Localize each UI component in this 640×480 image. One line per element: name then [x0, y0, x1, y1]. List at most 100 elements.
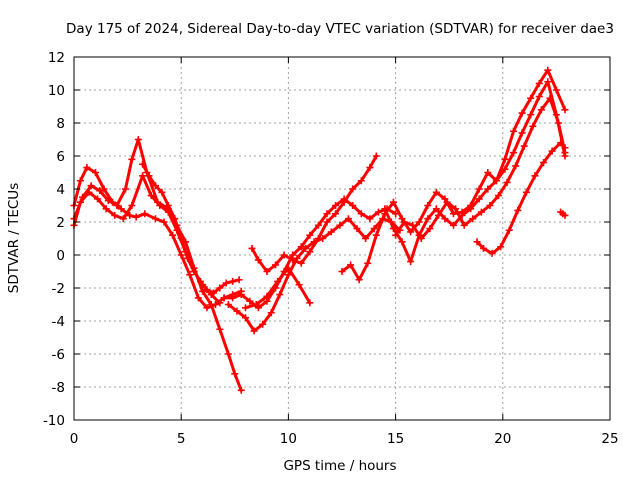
data-point-marker [415, 218, 423, 226]
data-point-marker [417, 235, 425, 242]
data-point-marker [561, 144, 569, 152]
series-trace-12-markers [473, 139, 569, 257]
data-point-marker [147, 192, 155, 200]
y-tick-label: 2 [56, 215, 65, 231]
data-point-marker [535, 93, 543, 101]
data-point-marker [495, 192, 503, 200]
data-point-marker [237, 386, 245, 394]
data-point-marker [233, 307, 241, 315]
data-point-marker [327, 228, 335, 236]
data-point-marker [276, 291, 284, 299]
data-point-marker [314, 221, 322, 229]
data-point-marker [224, 350, 232, 358]
data-point-marker [246, 297, 254, 305]
data-point-marker [497, 243, 505, 251]
data-point-marker [190, 268, 198, 275]
data-point-marker [527, 111, 535, 119]
series-trace-10 [383, 80, 567, 264]
data-point-marker [113, 202, 121, 209]
x-tick-label: 0 [70, 431, 79, 447]
data-point-marker [510, 127, 518, 135]
series-trace-12 [475, 141, 567, 255]
data-point-marker [139, 172, 147, 180]
data-point-marker [467, 205, 475, 213]
data-point-marker [374, 208, 382, 216]
data-point-marker [527, 94, 535, 102]
data-point-marker [252, 301, 260, 308]
data-point-marker [443, 198, 451, 206]
data-point-marker [409, 221, 417, 229]
data-point-marker [194, 294, 202, 302]
data-point-marker [293, 254, 301, 262]
data-point-marker [488, 249, 496, 257]
series-trace-9-markers [338, 66, 569, 284]
data-point-marker [295, 281, 303, 289]
data-point-marker [203, 304, 211, 312]
data-point-marker [139, 160, 147, 168]
data-point-marker [302, 244, 310, 252]
data-point-marker [235, 276, 243, 284]
data-point-marker [381, 205, 389, 213]
data-point-marker [186, 271, 194, 279]
data-point-marker [220, 294, 228, 302]
data-point-marker [128, 155, 136, 163]
data-point-marker [224, 301, 232, 308]
data-point-marker [366, 215, 374, 223]
data-point-marker [332, 210, 340, 218]
grid-lines [74, 57, 610, 420]
data-point-marker [229, 277, 237, 285]
data-point-marker [323, 218, 331, 226]
data-point-marker [177, 235, 185, 242]
data-point-marker [111, 211, 119, 219]
data-point-marker [336, 221, 344, 229]
data-point-marker [407, 258, 415, 266]
data-point-marker [203, 286, 211, 294]
data-point-marker [548, 147, 556, 155]
data-point-marker [552, 86, 560, 94]
data-point-marker [169, 231, 177, 239]
data-point-marker [535, 79, 543, 87]
data-point-marker [306, 231, 314, 239]
data-point-marker [216, 284, 224, 292]
data-point-marker [145, 172, 153, 180]
y-tick-label: 8 [56, 116, 65, 132]
x-tick-label: 10 [280, 431, 297, 447]
data-point-marker [432, 205, 440, 213]
data-point-marker [449, 221, 457, 229]
data-point-marker [141, 210, 149, 218]
data-point-marker [475, 195, 483, 203]
data-point-marker [229, 294, 237, 302]
data-point-marker [372, 152, 380, 160]
data-point-marker [319, 235, 327, 242]
data-point-marker [503, 178, 511, 186]
data-point-marker [272, 261, 280, 269]
data-point-marker [199, 287, 207, 295]
data-point-marker [164, 202, 172, 209]
data-point-marker [87, 182, 95, 190]
data-point-marker [370, 225, 378, 233]
data-point-marker [424, 215, 432, 223]
data-point-marker [96, 187, 104, 195]
data-point-marker [151, 215, 159, 223]
data-point-marker [216, 325, 224, 333]
data-point-marker [357, 177, 365, 185]
data-point-marker [132, 213, 140, 221]
plot-frame [73, 56, 611, 421]
x-tick-label: 25 [601, 431, 618, 447]
data-point-marker [518, 129, 526, 137]
data-point-marker [555, 119, 563, 127]
data-point-marker [94, 195, 102, 203]
data-point-marker [126, 211, 134, 219]
data-point-marker [184, 254, 192, 262]
data-point-marker [254, 256, 262, 264]
data-point-marker [289, 251, 297, 259]
data-point-marker [284, 264, 292, 272]
data-point-marker [83, 164, 91, 172]
data-point-marker [512, 162, 520, 170]
y-tick-label: -10 [43, 413, 65, 429]
data-point-marker [531, 172, 539, 180]
data-point-marker [510, 149, 518, 157]
data-point-marker [259, 320, 267, 328]
data-point-marker [486, 202, 494, 209]
series-trace-5 [250, 154, 378, 273]
